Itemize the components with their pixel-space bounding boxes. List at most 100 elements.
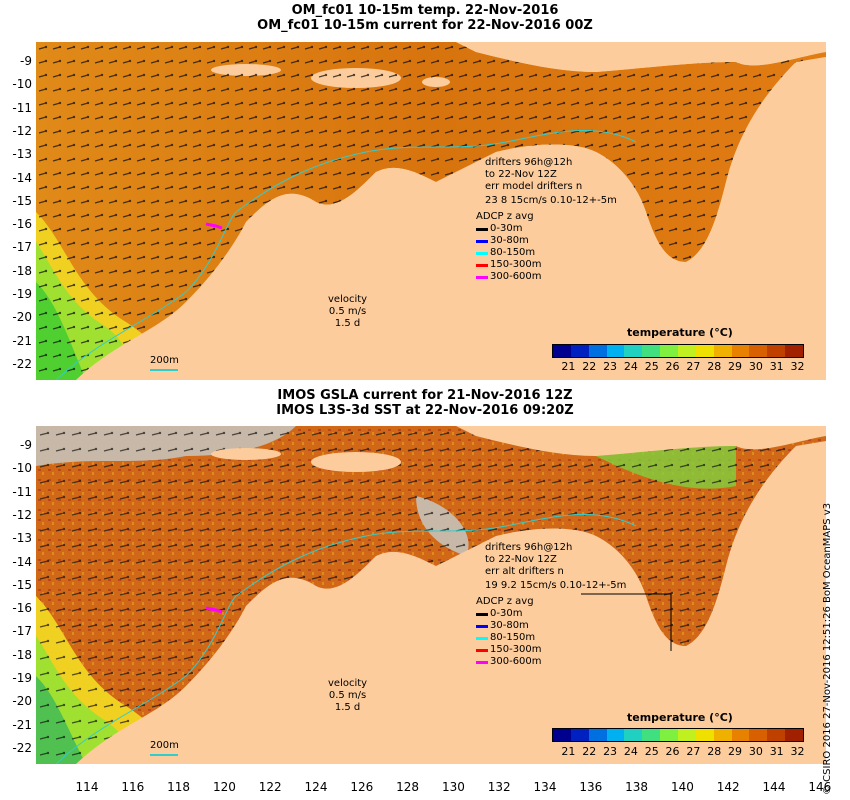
longitude-tick-label: 124 xyxy=(304,780,328,794)
longitude-tick-label: 122 xyxy=(258,780,282,794)
latitude-tick-label: -18 xyxy=(12,647,32,662)
map-panel-model xyxy=(36,42,826,380)
longitude-tick-label: 142 xyxy=(716,780,740,794)
panel2-title-line1: IMOS GSLA current for 21-Nov-2016 12Z xyxy=(277,388,573,403)
colorbar-swatch xyxy=(695,729,714,741)
latitude-tick-label: -21 xyxy=(12,333,32,348)
adcp-band: 30-80m xyxy=(476,235,542,247)
map-canvas-model xyxy=(36,42,826,380)
adcp-band-label: 300-600m xyxy=(490,656,542,667)
colorbar-tick-label: 24 xyxy=(623,360,638,373)
longitude-tick-label: 138 xyxy=(625,780,649,794)
colorbar-swatch xyxy=(570,729,589,741)
longitude-tick-label: 130 xyxy=(441,780,465,794)
latitude-tick-label: -10 xyxy=(12,461,32,476)
colorbar-swatch xyxy=(785,729,804,741)
arrow-icon xyxy=(476,227,488,231)
adcp-band: 150-300m xyxy=(476,259,542,271)
depth-scale-bar xyxy=(150,369,178,371)
colorbar-swatch xyxy=(588,345,607,357)
colorbar-swatch xyxy=(731,729,750,741)
colorbar-tick-label: 31 xyxy=(769,745,784,758)
velocity-key-observed: velocity 0.5 m/s 1.5 d xyxy=(328,678,367,714)
arrow-icon xyxy=(476,251,488,255)
colorbar-tick-label: 29 xyxy=(728,360,743,373)
adcp-title: ADCP z avg xyxy=(476,596,534,607)
latitude-tick-label: -14 xyxy=(12,170,32,185)
adcp-band: 0-30m xyxy=(476,223,542,235)
colorbar-tick-label: 32 xyxy=(790,745,805,758)
colorbar-swatch xyxy=(713,729,732,741)
adcp-band: 300-600m xyxy=(476,271,542,283)
longitude-tick-label: 126 xyxy=(350,780,374,794)
panel1-title-line1: OM_fc01 10-15m temp. 22-Nov-2016 xyxy=(291,3,559,18)
colorbar-tick-label: 26 xyxy=(665,360,680,373)
colorbar-tick-label: 25 xyxy=(644,360,659,373)
longitude-tick-label: 116 xyxy=(121,780,145,794)
latitude-tick-label: -22 xyxy=(12,740,32,755)
drifters-line1: drifters 96h@12h xyxy=(485,542,573,553)
colorbar-swatch xyxy=(606,729,625,741)
adcp-band-label: 0-30m xyxy=(490,608,523,619)
adcp-band-label: 30-80m xyxy=(490,235,529,246)
arrow-icon xyxy=(476,263,488,267)
colorbar-swatch xyxy=(624,729,643,741)
colorbar-tick-label: 23 xyxy=(603,745,618,758)
adcp-band-label: 80-150m xyxy=(490,247,536,258)
colorbar-swatch xyxy=(731,345,750,357)
colorbar-tick-label: 22 xyxy=(582,360,597,373)
colorbar-swatch xyxy=(785,345,804,357)
latitude-tick-label: -19 xyxy=(12,671,32,685)
colorbar-tick-label: 28 xyxy=(707,745,722,758)
adcp-band-label: 150-300m xyxy=(490,644,542,655)
colorbar-swatch xyxy=(606,345,625,357)
adcp-legend-model: ADCP z avg 0-30m 30-80m 80-150m 150-300m… xyxy=(476,211,542,283)
latitude-tick-label: -15 xyxy=(12,193,32,208)
colorbar-swatch xyxy=(678,729,696,741)
longitude-tick-label: 140 xyxy=(670,780,694,794)
latitude-tick-label: -10 xyxy=(12,77,32,92)
colorbar-swatch xyxy=(553,345,571,357)
colorbar-tick-label: 31 xyxy=(769,360,784,373)
colorbar-swatch xyxy=(660,345,679,357)
colorbar-swatch xyxy=(749,729,768,741)
adcp-legend-observed: ADCP z avg 0-30m 30-80m 80-150m 150-300m… xyxy=(476,596,542,668)
colorbar-swatch xyxy=(624,345,643,357)
drifters-line2: to 22-Nov 12Z xyxy=(485,169,557,180)
colorbar-swatch xyxy=(767,345,786,357)
velocity-time: 1.5 d xyxy=(334,318,361,329)
colorbar-swatch xyxy=(695,345,714,357)
arrow-icon xyxy=(476,612,488,616)
adcp-band: 80-150m xyxy=(476,632,542,644)
depth-scale-bar xyxy=(150,754,178,756)
depth-scale-label-observed: 200m xyxy=(150,740,179,751)
colorbar-swatch xyxy=(588,729,607,741)
colorbar-tick-label: 26 xyxy=(665,745,680,758)
arrow-icon xyxy=(476,660,488,664)
adcp-band-label: 300-600m xyxy=(490,271,542,282)
arrow-icon xyxy=(476,275,488,279)
adcp-title: ADCP z avg xyxy=(476,211,534,222)
colorbar-swatch xyxy=(570,345,589,357)
latitude-tick-label: -16 xyxy=(12,217,32,232)
colorbar-tick-label: 24 xyxy=(623,745,638,758)
colorbar-title-observed: temperature (°C) xyxy=(627,711,733,724)
longitude-tick-label: 114 xyxy=(75,780,99,794)
drifters-line2: to 22-Nov 12Z xyxy=(485,554,557,565)
latitude-tick-label: -12 xyxy=(12,507,32,522)
latitude-tick-label: -20 xyxy=(12,694,32,709)
arrow-icon xyxy=(476,648,488,652)
latitude-tick-label: -17 xyxy=(12,240,32,255)
latitude-tick-label: -12 xyxy=(12,123,32,138)
err-line: err alt drifters n xyxy=(485,566,564,577)
velocity-key-model: velocity 0.5 m/s 1.5 d xyxy=(328,294,367,330)
colorbar-swatch xyxy=(713,345,732,357)
latitude-tick-label: -13 xyxy=(12,531,32,546)
longitude-tick-label: 134 xyxy=(533,780,557,794)
latitude-tick-label: -14 xyxy=(12,554,32,569)
arrow-icon xyxy=(476,636,488,640)
latitude-tick-label: -17 xyxy=(12,624,32,639)
adcp-band: 80-150m xyxy=(476,247,542,259)
colorbar-tick-label: 21 xyxy=(561,360,576,373)
colorbar-tick-label: 22 xyxy=(582,745,597,758)
